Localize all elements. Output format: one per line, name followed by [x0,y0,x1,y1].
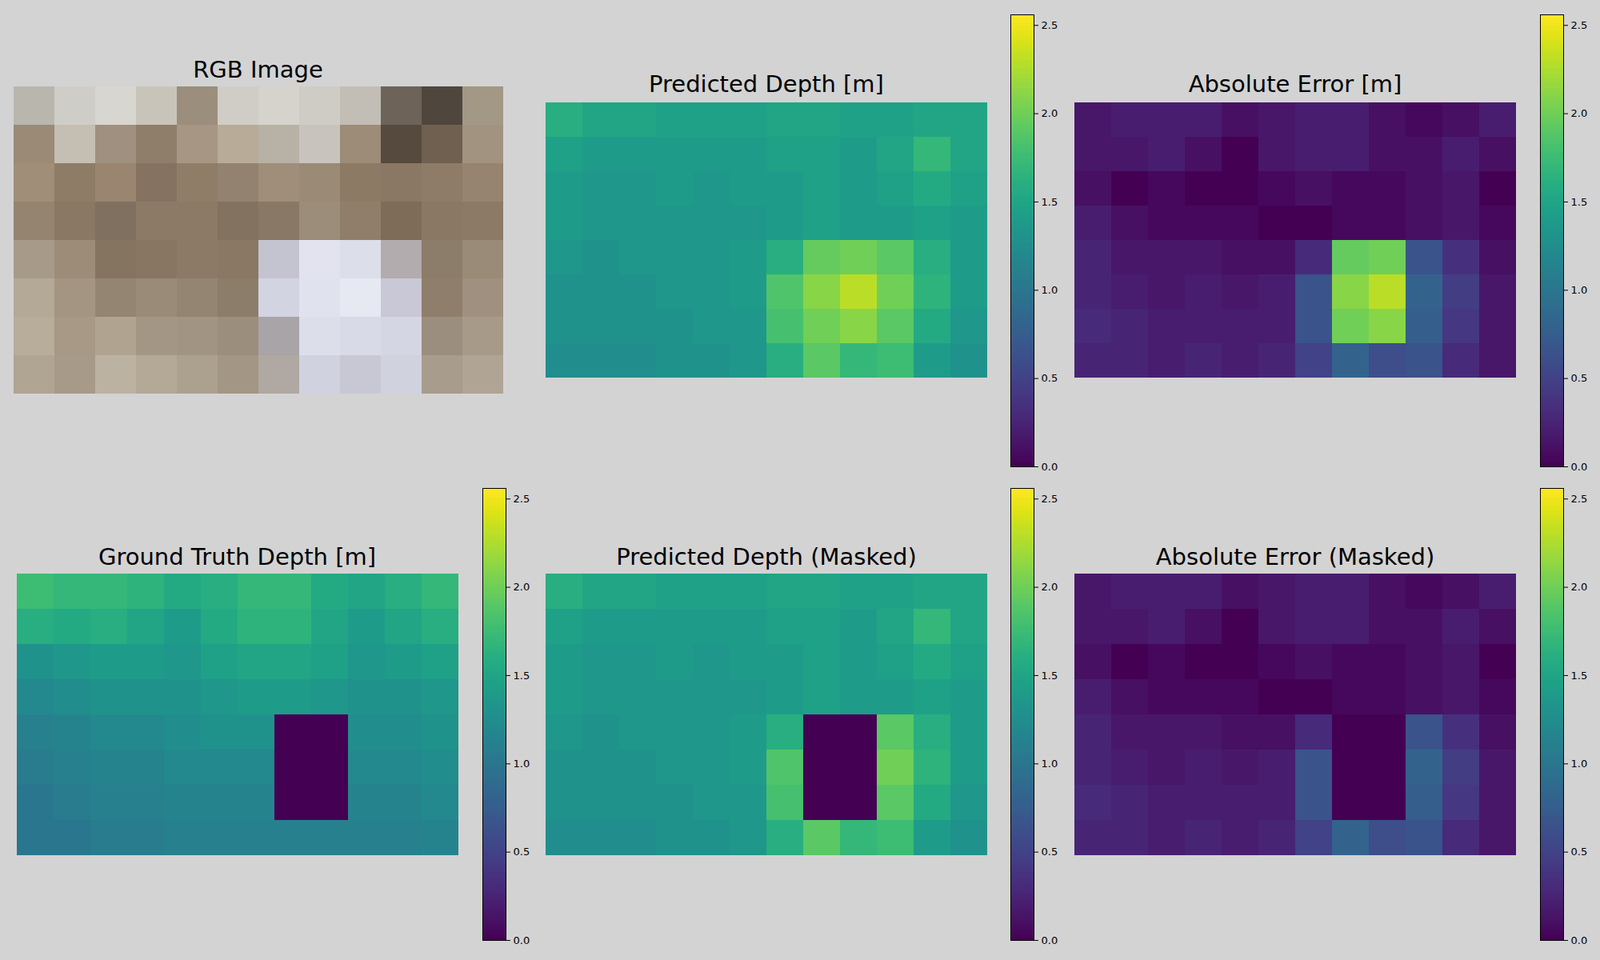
svg-text:1.0: 1.0 [1041,757,1059,770]
html-text:Predicted Depth (Masked): Predicted Depth (Masked) [616,543,917,571]
svg-text:2.0: 2.0 [1571,580,1588,593]
html-text:Absolute Error (Masked): Absolute Error (Masked) [1155,543,1435,571]
svg-text:2.5: 2.5 [1041,19,1059,32]
svg-text:1.5: 1.5 [1571,669,1588,682]
svg-text:1.0: 1.0 [513,757,531,770]
svg-text:2.5: 2.5 [1571,19,1588,32]
svg-text:1.5: 1.5 [1041,196,1059,208]
svg-text:0.5: 0.5 [1041,845,1059,858]
svg-text:0.5: 0.5 [1571,845,1588,858]
svg-text:0.0: 0.0 [1041,460,1059,473]
svg-text:0.5: 0.5 [1571,372,1588,384]
html-text:Absolute Error [m]: Absolute Error [m] [1188,70,1402,98]
svg-text:1.5: 1.5 [513,669,531,682]
svg-text:1.5: 1.5 [1041,669,1059,682]
svg-text:0.5: 0.5 [513,845,531,858]
svg-text:1.0: 1.0 [1041,284,1059,296]
svg-text:2.0: 2.0 [1041,107,1059,120]
svg-text:2.5: 2.5 [513,492,531,505]
svg-text:1.5: 1.5 [1571,196,1588,208]
svg-text:2.5: 2.5 [1571,492,1588,505]
svg-text:1.0: 1.0 [1571,284,1588,296]
html-text:Ground Truth Depth [m]: Ground Truth Depth [m] [98,543,376,571]
svg-text:2.5: 2.5 [1041,492,1059,505]
svg-text:0.5: 0.5 [1041,372,1059,384]
svg-text:2.0: 2.0 [1571,107,1588,120]
svg-text:1.0: 1.0 [1571,757,1588,770]
svg-text:2.0: 2.0 [1041,580,1059,593]
svg-text:2.0: 2.0 [513,580,531,593]
svg-text:0.0: 0.0 [513,934,531,947]
html-text:RGB Image: RGB Image [192,56,324,84]
svg-text:0.0: 0.0 [1571,460,1588,473]
svg-text:0.0: 0.0 [1571,934,1588,947]
html-text:Predicted Depth [m]: Predicted Depth [m] [648,70,884,98]
svg-text:0.0: 0.0 [1041,934,1059,947]
